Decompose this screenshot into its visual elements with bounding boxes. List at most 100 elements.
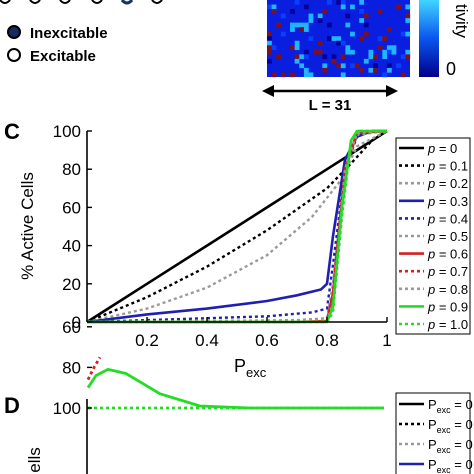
heatmap-cell bbox=[340, 63, 346, 69]
chart-c-legend: p = 0 p = 0.1 p = 0.2 p = 0.3 p = 0.4 p = 0.5… bbox=[395, 137, 471, 335]
heatmap-cell bbox=[405, 49, 411, 55]
heatmap-cell bbox=[350, 63, 355, 69]
heatmap-cell bbox=[271, 45, 277, 51]
series-line-p1 bbox=[86, 129, 388, 324]
heatmap-cell bbox=[326, 22, 332, 28]
heatmap-cell bbox=[405, 31, 411, 37]
heatmap-cell bbox=[359, 0, 365, 5]
heatmap-cell bbox=[377, 9, 383, 14]
heatmap-cell bbox=[271, 72, 277, 78]
heatmap-cell bbox=[294, 45, 300, 51]
heatmap-cell bbox=[322, 9, 328, 14]
heatmap-cell bbox=[350, 31, 355, 37]
heatmap-cell bbox=[373, 63, 378, 69]
heatmap-cell bbox=[396, 63, 401, 69]
heatmap-cell bbox=[303, 27, 309, 32]
heatmap-cell bbox=[276, 22, 282, 28]
activity-heatmap: 0 tivity L = 31 bbox=[262, 0, 471, 114]
heatmap-cell bbox=[322, 54, 328, 60]
heatmap-cell bbox=[303, 49, 309, 55]
heatmap-cell bbox=[391, 45, 397, 51]
chart-d-y-axis-label: ells bbox=[25, 447, 44, 473]
heatmap-cell bbox=[359, 9, 365, 14]
heatmap-cell bbox=[373, 54, 378, 60]
top-legend: Inexcitable Excitable bbox=[0, 0, 163, 65]
heatmap-cell bbox=[377, 45, 383, 51]
heatmap-cell bbox=[280, 13, 286, 19]
panel-label-c: C bbox=[4, 119, 20, 144]
legend-inexcitable-label: Inexcitable bbox=[30, 25, 108, 42]
colorbar-label: tivity bbox=[452, 4, 471, 39]
heatmap-cell bbox=[294, 58, 300, 64]
heatmap-cell bbox=[354, 63, 360, 69]
heatmap-cell bbox=[308, 13, 314, 19]
heatmap-cell bbox=[350, 4, 355, 10]
chart-d: 100 80 60 ells Pexc = 0 Pexc = 0.1 Pexc = 0.… bbox=[25, 318, 474, 474]
heatmap-cell bbox=[308, 18, 314, 23]
chart-c: 0.2 0.4 0.6 0.8 1 0 20 40 60 80 100 % Active Cells… bbox=[18, 122, 471, 380]
heatmap-cell bbox=[331, 36, 337, 41]
heatmap-cell bbox=[267, 58, 272, 64]
heatmap-cell bbox=[386, 63, 392, 69]
x-tick-label: 0.6 bbox=[255, 331, 279, 350]
panel-label-d: D bbox=[4, 393, 20, 418]
heatmap-cell bbox=[359, 18, 365, 23]
heatmap-cell bbox=[267, 45, 272, 51]
heatmap-cell bbox=[391, 49, 397, 55]
colorbar bbox=[419, 0, 439, 77]
heatmap-cell bbox=[299, 27, 305, 32]
heatmap-cell bbox=[331, 54, 337, 60]
y-tick-label: 60 bbox=[62, 318, 81, 337]
heatmap-cell bbox=[290, 22, 295, 28]
heatmap-cell bbox=[280, 72, 286, 78]
heatmap-cell bbox=[340, 72, 346, 78]
chart-d-curve-2 bbox=[86, 356, 102, 381]
heatmap-cell bbox=[290, 27, 295, 32]
heatmap-cell bbox=[290, 9, 295, 14]
legend-label-p9: p = 0.9 bbox=[427, 299, 468, 314]
heatmap-cell bbox=[382, 72, 388, 78]
heatmap-cell bbox=[308, 36, 314, 41]
heatmap-cell bbox=[322, 67, 328, 73]
x-tick-label: 0.8 bbox=[315, 331, 339, 350]
heatmap-cell bbox=[405, 4, 411, 10]
heatmap-cell bbox=[271, 9, 277, 14]
heatmap-cell bbox=[299, 54, 305, 60]
heatmap-cell bbox=[317, 13, 323, 19]
heatmap-cell bbox=[368, 49, 374, 55]
heatmap-cell bbox=[359, 36, 365, 41]
series-line-p2 bbox=[86, 129, 388, 324]
y-tick-label: 80 bbox=[62, 160, 81, 179]
heatmap-cell bbox=[400, 72, 406, 78]
legend-label-pexc3: Pexc = 0.3 bbox=[428, 457, 474, 474]
series-line-p4 bbox=[86, 129, 387, 324]
heatmap-cell bbox=[363, 13, 369, 19]
excitable-marker-icon bbox=[7, 48, 21, 62]
heatmap-cell bbox=[267, 31, 272, 37]
y-tick-label: 80 bbox=[62, 358, 81, 377]
heatmap-cell bbox=[363, 58, 369, 64]
heatmap-cell bbox=[303, 54, 309, 60]
heatmap-cell bbox=[336, 63, 342, 69]
heatmap-cell bbox=[271, 4, 277, 10]
heatmap-cell bbox=[340, 0, 346, 5]
heatmap-cell bbox=[336, 40, 342, 46]
legend-label-p10: p = 1.0 bbox=[427, 317, 468, 332]
inexcitable-marker-icon bbox=[7, 25, 21, 39]
y-tick-label: 40 bbox=[62, 237, 81, 256]
heatmap-cell bbox=[340, 40, 346, 46]
legend-label-p4: p = 0.4 bbox=[427, 211, 468, 226]
lattice-size-label: L = 31 bbox=[309, 97, 352, 114]
legend-label-p2: p = 0.2 bbox=[427, 176, 468, 191]
heatmap-cell bbox=[267, 49, 272, 55]
y-tick-label: 100 bbox=[53, 399, 81, 418]
legend-label-p0: p = 0 bbox=[427, 141, 457, 156]
heatmap-cell bbox=[322, 63, 328, 69]
heatmap-cell bbox=[350, 49, 355, 55]
heatmap-cell bbox=[386, 67, 392, 73]
heatmap-cell bbox=[382, 49, 388, 55]
heatmap-cell bbox=[368, 54, 374, 60]
heatmap-cell bbox=[340, 54, 346, 60]
x-tick-label: 0.4 bbox=[195, 331, 219, 350]
legend-label-p7: p = 0.7 bbox=[427, 264, 468, 279]
